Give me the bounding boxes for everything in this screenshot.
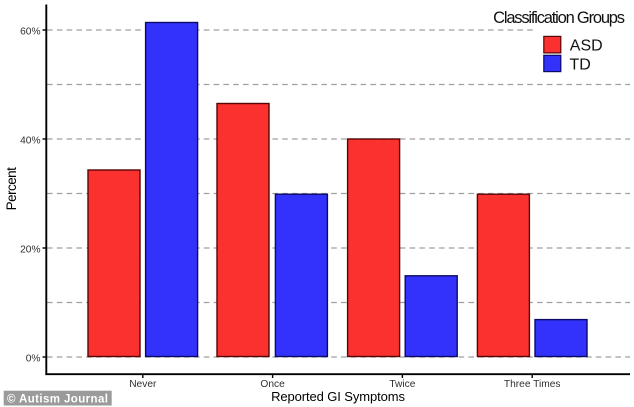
svg-text:Twice: Twice	[389, 379, 415, 390]
svg-text:60%: 60%	[20, 26, 40, 37]
svg-text:ASD: ASD	[570, 38, 603, 55]
svg-text:Once: Once	[260, 379, 285, 390]
svg-text:Percent: Percent	[4, 167, 19, 210]
svg-text:Never: Never	[129, 379, 157, 390]
svg-text:40%: 40%	[20, 135, 40, 146]
svg-text:Reported GI Symptoms: Reported GI Symptoms	[271, 389, 405, 404]
svg-text:TD: TD	[570, 56, 591, 73]
svg-text:Classification Groups: Classification Groups	[493, 9, 625, 27]
svg-text:0%: 0%	[26, 353, 41, 364]
svg-text:© Autism Journal: © Autism Journal	[7, 393, 108, 405]
svg-text:Three Times: Three Times	[504, 379, 561, 390]
svg-text:20%: 20%	[20, 244, 40, 255]
